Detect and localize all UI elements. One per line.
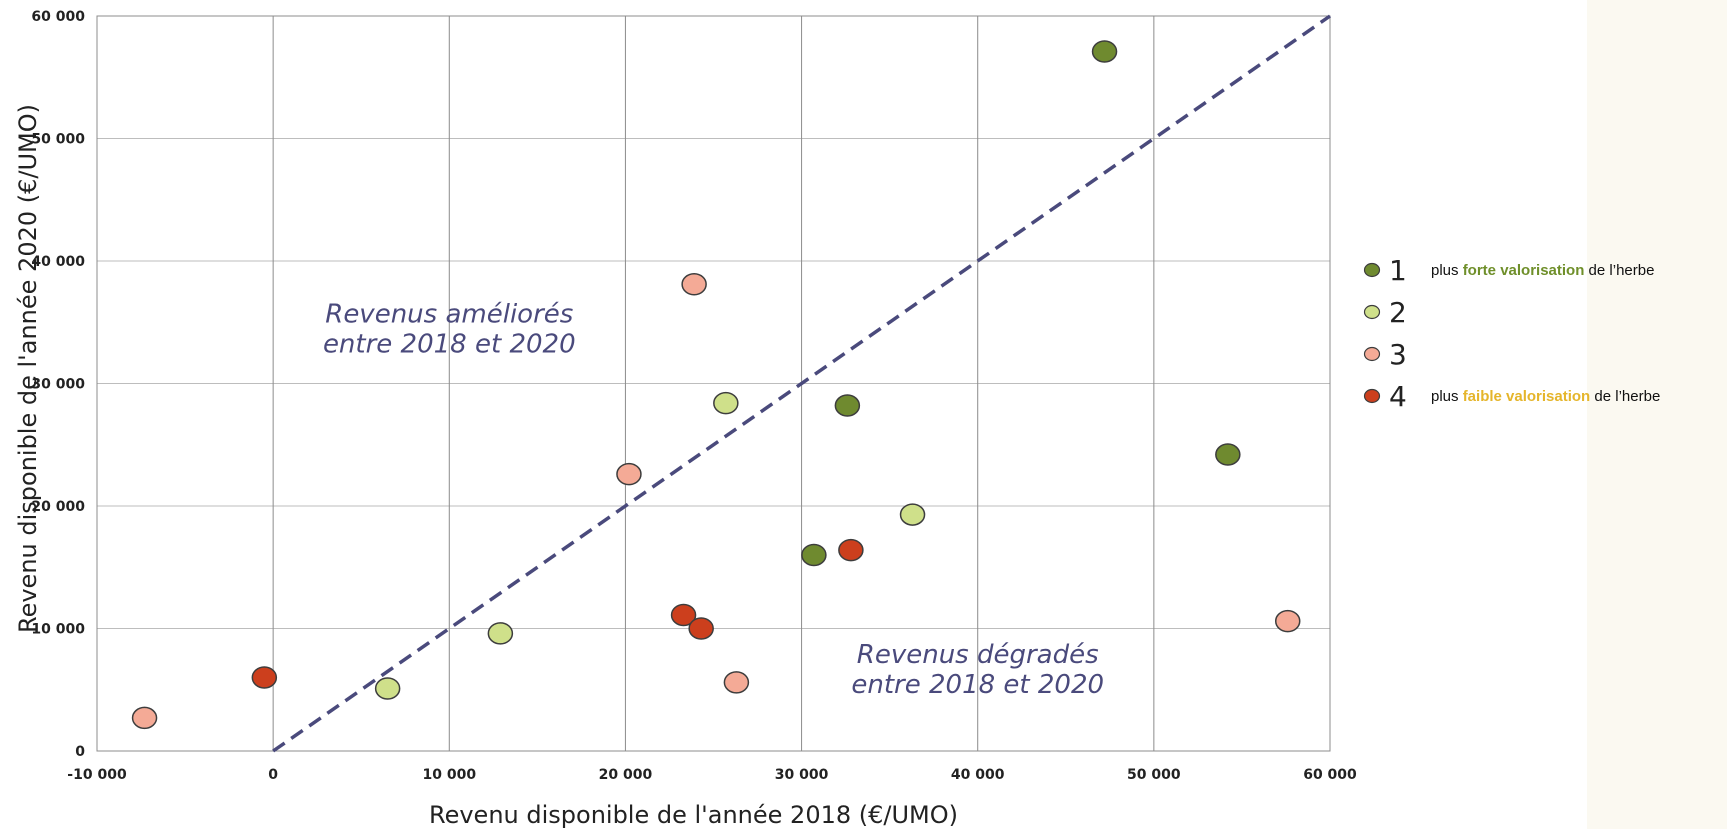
data-point-series-3 <box>131 706 158 730</box>
y-tick-label: 10 000 <box>31 622 85 638</box>
annotation-line: entre 2018 et 2020 <box>851 670 1104 700</box>
y-tick-label: 20 000 <box>31 499 85 515</box>
reference-line-group <box>272 14 1331 753</box>
background-strip <box>1587 0 1727 829</box>
grid <box>96 15 1331 752</box>
legend-marker-series-4 <box>1363 388 1381 404</box>
legend-description-highlight: forte valorisation <box>1463 262 1585 279</box>
annotation-line: entre 2018 et 2020 <box>323 329 576 359</box>
data-point-series-3 <box>1274 609 1301 633</box>
legend-marker-series-1 <box>1363 262 1381 278</box>
plot-border <box>96 15 1331 752</box>
data-point-series-3 <box>681 273 707 296</box>
data-point-series-4 <box>670 603 697 627</box>
legend-description: plus forte valorisation de l’herbe <box>1431 262 1654 279</box>
legend-description-part: plus <box>1431 262 1463 279</box>
x-tick-label: 40 000 <box>951 767 1005 783</box>
legend-description-part: de l’herbe <box>1590 388 1660 405</box>
data-point-series-4 <box>838 538 864 562</box>
data-point-series-2 <box>487 622 514 645</box>
data-point-series-4 <box>688 617 714 640</box>
legend-description-part: de l’herbe <box>1584 262 1654 279</box>
annotation-line: Revenus améliorés <box>325 299 573 329</box>
data-point-series-1 <box>1091 40 1118 63</box>
legend-description-highlight: faible valorisation <box>1463 388 1591 405</box>
reference-line <box>272 14 1331 753</box>
data-point-series-3 <box>616 462 642 486</box>
data-point-series-1 <box>834 394 861 417</box>
x-tick-labels: -10 000 0 10 000 20 000 30 000 40 000 50 000 60… <box>67 767 1357 783</box>
legend-label-series-3: 3 <box>1389 338 1407 371</box>
y-tick-labels: 0 10 000 20 000 30 000 40 000 50 000 60 000 <box>31 9 85 760</box>
annotations: Revenus améliorés entre 2018 et 2020Reven… <box>323 299 1104 700</box>
annotation-text: Revenus dégradés entre 2018 et 2020 <box>851 640 1104 700</box>
y-tick-label: 50 000 <box>31 132 85 148</box>
y-tick-label: 30 000 <box>31 377 85 393</box>
annotation-line: Revenus dégradés <box>857 640 1099 670</box>
x-tick-label: 20 000 <box>599 767 653 783</box>
data-points <box>131 40 1301 730</box>
y-tick-label: 60 000 <box>31 9 85 25</box>
annotation-text: Revenus améliorés entre 2018 et 2020 <box>323 299 576 359</box>
data-point-series-2 <box>374 677 401 700</box>
x-tick-label: 30 000 <box>775 767 829 783</box>
x-axis-title: Revenu disponible de l'année 2018 (€/UMO… <box>429 801 958 829</box>
x-tick-label: 10 000 <box>422 767 476 783</box>
data-point-series-3 <box>723 671 750 694</box>
data-point-series-1 <box>801 543 827 567</box>
legend-marker-series-2 <box>1363 304 1381 320</box>
legend-label-series-4: 4 <box>1389 380 1407 413</box>
x-tick-label: 60 000 <box>1303 767 1357 783</box>
data-point-series-4 <box>251 666 278 689</box>
legend: 1 plus forte valorisation de l’herbe 2 3 4 pl… <box>1363 254 1660 413</box>
legend-description: plus faible valorisation de l’herbe <box>1431 388 1660 405</box>
legend-label-series-2: 2 <box>1389 296 1407 329</box>
data-point-series-2 <box>899 503 926 526</box>
legend-description-part: plus <box>1431 388 1463 405</box>
y-tick-label: 40 000 <box>31 254 85 270</box>
data-point-series-2 <box>713 391 739 415</box>
x-tick-label: 50 000 <box>1127 767 1181 783</box>
y-tick-label: 0 <box>75 744 85 760</box>
legend-marker-series-3 <box>1363 346 1381 362</box>
x-tick-label: 0 <box>268 767 278 783</box>
data-point-series-1 <box>1215 443 1241 466</box>
y-axis-title: Revenu disponible de l'année 2020 (€/UMO… <box>14 104 42 633</box>
x-tick-label: -10 000 <box>67 767 127 783</box>
legend-label-series-1: 1 <box>1389 254 1407 287</box>
